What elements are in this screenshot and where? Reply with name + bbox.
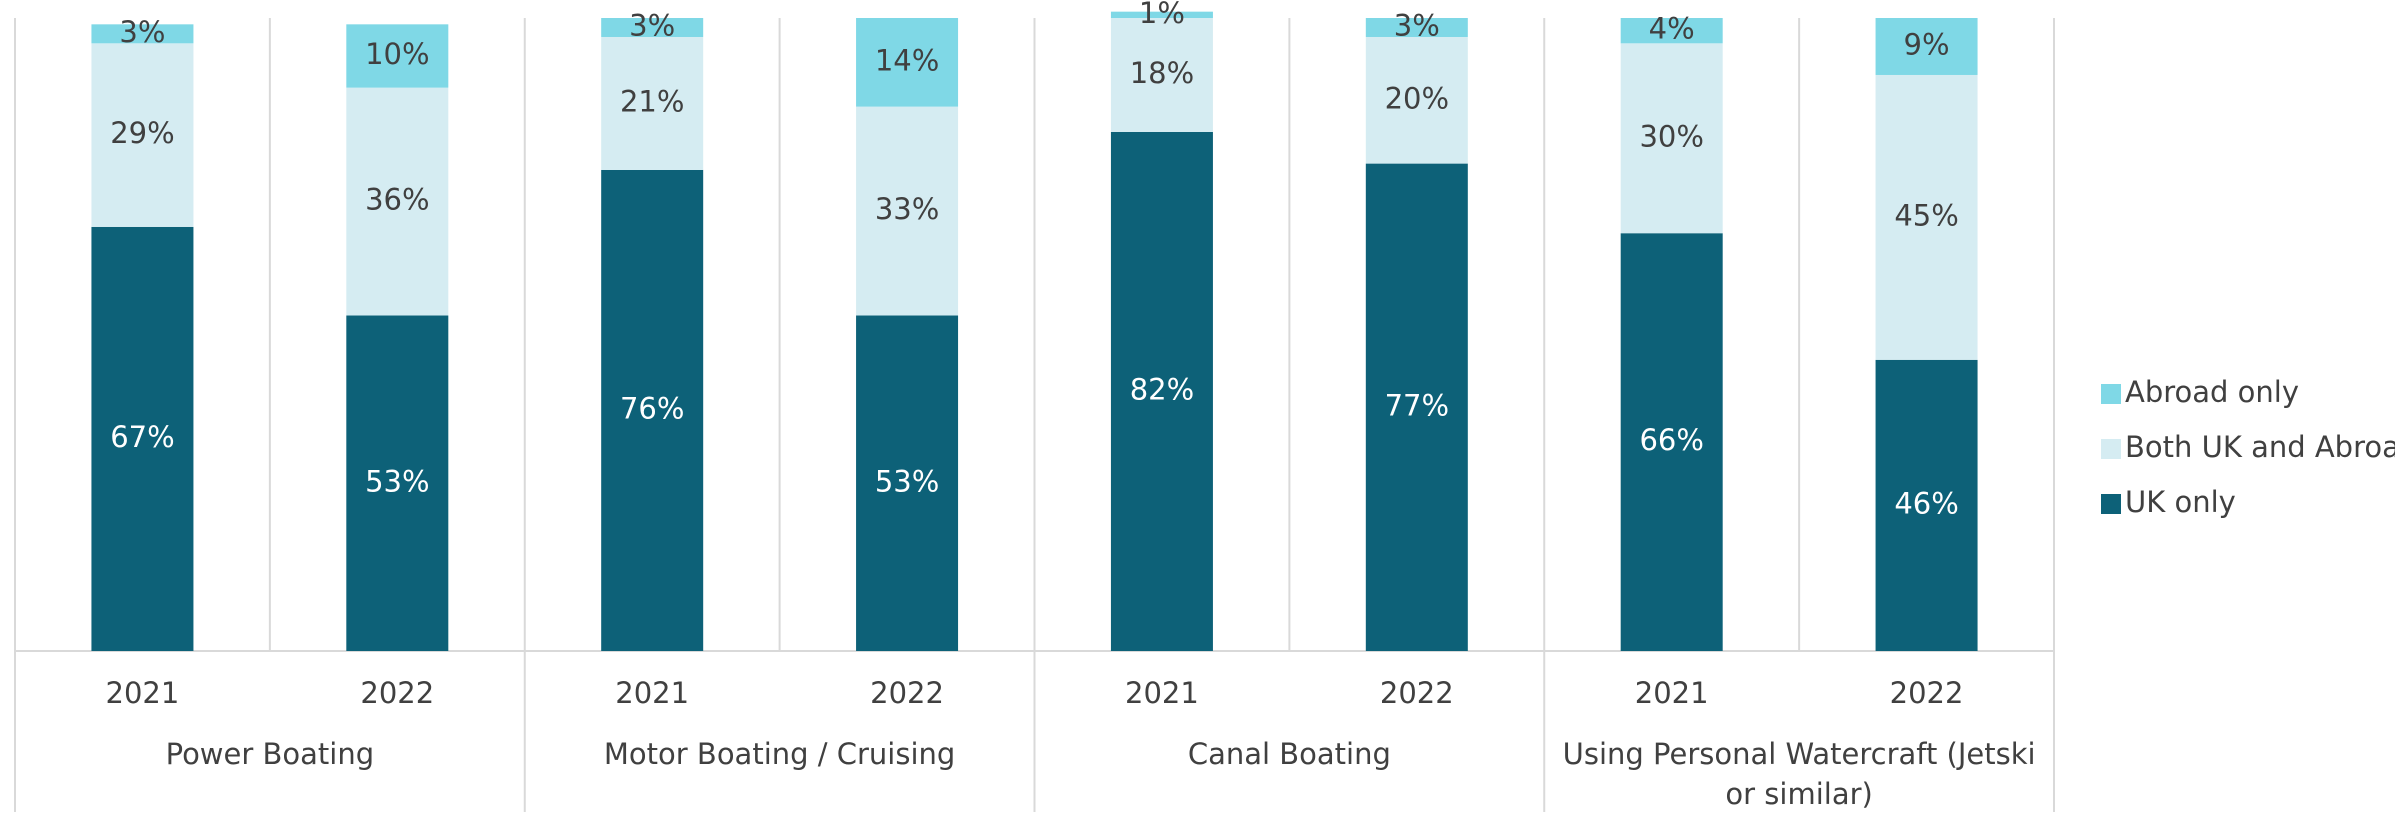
x-tick-label: 2022: [1380, 676, 1454, 710]
data-label: 14%: [875, 43, 939, 77]
data-label: 46%: [1894, 486, 1958, 520]
data-label: 3%: [629, 8, 675, 42]
bar-segment: [1110, 11, 1213, 18]
group-label: Canal Boating: [1188, 737, 1391, 771]
data-label: 3%: [1394, 8, 1440, 42]
bar-segment: [1110, 131, 1213, 651]
bar-segment: [601, 169, 704, 652]
legend-swatch: [2101, 494, 2121, 514]
data-label: 30%: [1639, 119, 1703, 153]
bar-segment: [346, 87, 449, 316]
group-label-line: Using Personal Watercraft (Jetski: [1563, 737, 2036, 771]
bar-segment: [1875, 18, 1978, 75]
data-label: 18%: [1130, 56, 1194, 90]
bar-segment: [856, 315, 959, 651]
data-label: 66%: [1639, 423, 1703, 457]
x-tick-label: 2022: [1890, 676, 1964, 710]
x-tick-label: 2022: [870, 676, 944, 710]
bar-segment: [91, 24, 194, 44]
data-label: 1%: [1139, 0, 1185, 30]
legend-swatch: [2101, 384, 2121, 404]
data-label: 53%: [875, 464, 939, 498]
legend-label: Both UK and Abroad: [2125, 430, 2395, 464]
bar-segment: [91, 43, 194, 227]
bar-segment: [346, 24, 449, 88]
data-label: 77%: [1385, 388, 1449, 422]
legend-swatch: [2101, 439, 2121, 459]
group-label: Motor Boating / Cruising: [604, 737, 955, 771]
data-label: 36%: [365, 183, 429, 217]
legend-label: Abroad only: [2125, 375, 2299, 409]
group-label-line: or similar): [1725, 777, 1872, 811]
x-tick-label: 2021: [1125, 676, 1199, 710]
bar-segment: [1365, 36, 1468, 164]
data-label: 67%: [110, 420, 174, 454]
legend-label: UK only: [2125, 485, 2236, 519]
bar-segment: [1875, 359, 1978, 651]
data-label: 21%: [620, 84, 684, 118]
data-label: 76%: [620, 391, 684, 425]
bar-segment: [1620, 43, 1723, 234]
bar-segment: [601, 36, 704, 170]
data-label: 10%: [365, 37, 429, 71]
x-tick-label: 2021: [106, 676, 180, 710]
data-label: 53%: [365, 464, 429, 498]
bar-segment: [1875, 74, 1978, 360]
bar-segment: [1365, 163, 1468, 651]
group-label: Using Personal Watercraft (Jetski or simi…: [1563, 737, 2036, 811]
bar-segment: [1620, 233, 1723, 651]
bar-segment: [91, 226, 194, 651]
data-label: 29%: [110, 116, 174, 150]
bar-segment: [1620, 18, 1723, 44]
data-label: 20%: [1385, 81, 1449, 115]
x-tick-label: 2021: [1635, 676, 1709, 710]
bar-segment: [856, 106, 959, 316]
bar-segment: [856, 18, 959, 107]
data-label: 33%: [875, 192, 939, 226]
data-label: 4%: [1649, 12, 1695, 46]
bar-segment: [1365, 18, 1468, 37]
x-tick-label: 2022: [360, 676, 434, 710]
data-label: 45%: [1894, 198, 1958, 232]
data-label: 9%: [1904, 27, 1950, 61]
data-label: 82%: [1130, 372, 1194, 406]
bar-segment: [1110, 18, 1213, 132]
group-label: Power Boating: [166, 737, 375, 771]
x-tick-label: 2021: [615, 676, 689, 710]
data-label: 3%: [119, 15, 165, 49]
bar-segment: [601, 18, 704, 37]
bar-segment: [346, 315, 449, 651]
